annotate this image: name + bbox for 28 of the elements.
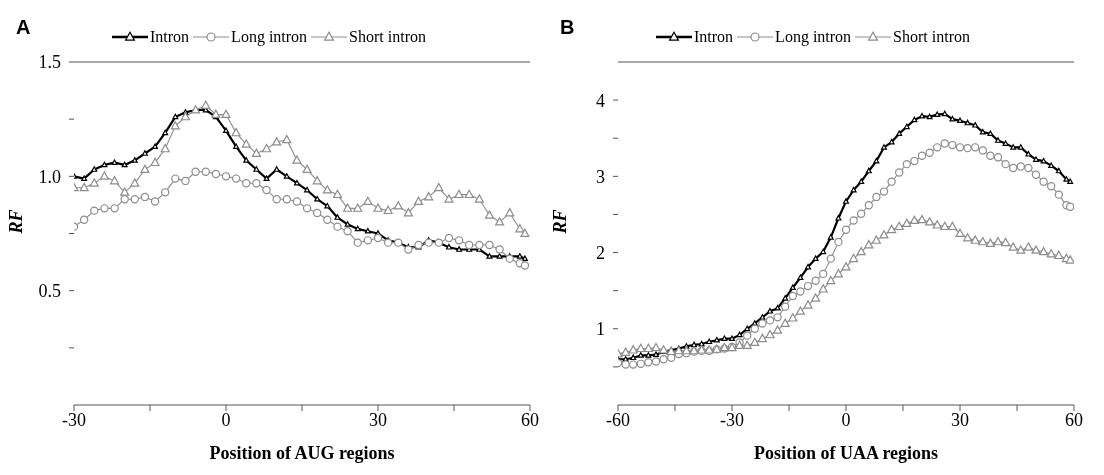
legend-label: Long intron bbox=[231, 28, 308, 46]
y-tick-label: 4 bbox=[596, 90, 605, 111]
x-tick-label: 60 bbox=[521, 409, 539, 430]
x-axis-title: Position of UAA regions bbox=[753, 443, 939, 463]
legend-label: Intron bbox=[150, 28, 190, 46]
legend-label: Intron bbox=[694, 28, 734, 46]
y-tick-label: 0.5 bbox=[38, 281, 61, 302]
x-tick-label: -30 bbox=[720, 409, 744, 430]
y-tick-label: 1 bbox=[596, 319, 605, 340]
x-tick-label: 0 bbox=[221, 409, 231, 430]
x-tick-label: 30 bbox=[369, 409, 387, 430]
x-tick-label: -30 bbox=[62, 409, 86, 430]
y-axis-title: RF bbox=[6, 209, 27, 235]
y-tick-label: 2 bbox=[596, 242, 605, 263]
x-tick-label: 60 bbox=[1065, 409, 1083, 430]
x-tick-label: -60 bbox=[606, 409, 630, 430]
legend-label: Short intron bbox=[893, 28, 970, 46]
y-tick-label: 1.0 bbox=[38, 166, 61, 187]
chart-title: B bbox=[560, 16, 575, 39]
y-tick-label: 1.5 bbox=[38, 52, 61, 73]
chart-title: A bbox=[16, 16, 31, 39]
x-axis-title: Position of AUG regions bbox=[209, 443, 395, 463]
legend-label: Short intron bbox=[349, 28, 426, 46]
y-tick-label: 3 bbox=[596, 166, 605, 187]
x-tick-label: 0 bbox=[841, 409, 851, 430]
legend-label: Long intron bbox=[775, 28, 852, 46]
x-tick-label: 30 bbox=[951, 409, 969, 430]
y-axis-title: RF bbox=[550, 209, 571, 235]
